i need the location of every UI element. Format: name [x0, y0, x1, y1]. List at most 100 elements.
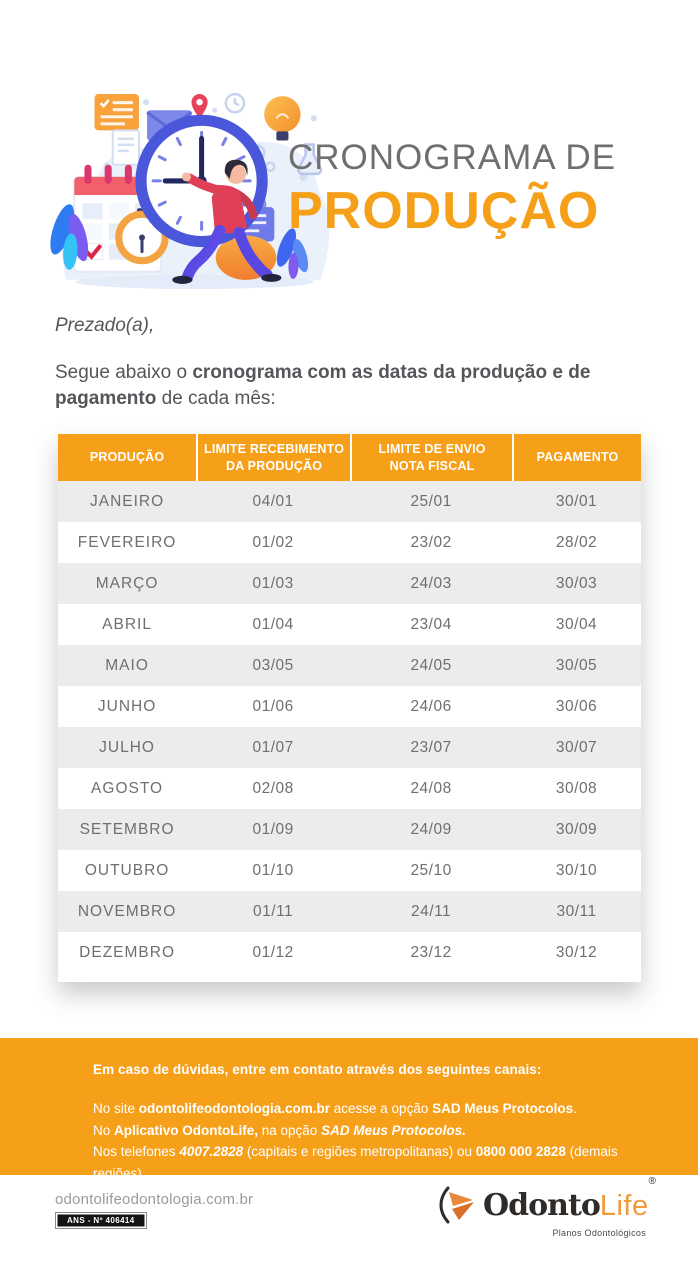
payment-cell: 30/09 — [555, 820, 598, 838]
text-segment: de cada mês: — [156, 387, 276, 409]
text-segment: (capitais e regiões metropolitanas) ou — [243, 1144, 476, 1159]
table-row: AGOSTO 02/08 24/08 30/08 — [58, 768, 641, 809]
receipt-cell: 01/10 — [252, 861, 294, 879]
header-cell: PAGAMENTO — [512, 434, 641, 481]
payment-cell: 30/12 — [555, 943, 598, 961]
logo-part-life: Life — [599, 1189, 649, 1222]
contact-line-site: No site odontolifeodontologia.com.br ace… — [93, 1098, 658, 1120]
document-icon — [111, 129, 140, 166]
receipt-cell: 01/12 — [252, 943, 294, 961]
schedule-table-body: JANEIRO 04/01 25/01 30/01 FEVEREIRO 01/02 23/0… — [58, 481, 641, 973]
payment-cell: 30/08 — [555, 779, 598, 797]
text-segment: 4007.2828 — [179, 1144, 244, 1159]
invoice-cell: 24/08 — [410, 779, 452, 797]
contact-line-phones: Nos telefones 4007.2828 (capitais e regi… — [93, 1141, 658, 1184]
invoice-cell: 24/11 — [411, 902, 452, 920]
receipt-cell: 01/02 — [252, 533, 294, 551]
schedule-table-header: PRODUÇÃO LIMITE RECEBIMENTO DA PRODUÇÃO LIM… — [58, 434, 641, 481]
text-segment: Segue abaixo o — [55, 362, 193, 383]
clock-calendar-person-illustration — [50, 92, 330, 289]
invoice-cell: 23/12 — [410, 943, 452, 961]
table-row: NOVEMBRO 01/11 24/11 30/11 — [58, 891, 641, 932]
registered-mark: ® — [648, 1175, 656, 1187]
payment-cell: 30/04 — [555, 615, 598, 633]
header-cell: LIMITE DE ENVIO NOTA FISCAL — [350, 434, 512, 481]
invoice-cell: 24/06 — [410, 697, 452, 715]
text-segment: (demais regiões). — [93, 1144, 618, 1181]
payment-cell: 28/02 — [555, 533, 598, 551]
table-row: JULHO 01/07 23/07 30/07 — [58, 727, 641, 768]
payment-cell: 30/01 — [555, 492, 598, 510]
month-cell: OUTUBRO — [84, 861, 170, 879]
table-row: JANEIRO 04/01 25/01 30/01 — [58, 481, 641, 522]
payment-cell: 30/03 — [555, 574, 598, 592]
text-segment: Aplicativo OdontoLife, — [114, 1122, 259, 1138]
receipt-cell: 02/08 — [252, 779, 294, 797]
payment-cell: 30/11 — [556, 902, 597, 920]
table-row: SETEMBRO 01/09 24/09 30/09 — [58, 809, 641, 850]
footer-website: odontolifeodontologia.com.br — [55, 1191, 254, 1208]
text-segment: SAD Meus Protocolos — [432, 1101, 574, 1116]
month-cell: AGOSTO — [91, 779, 164, 797]
table-row: MAIO 03/05 24/05 30/05 — [58, 645, 641, 686]
payment-cell: 30/10 — [555, 861, 598, 879]
table-row: ABRIL 01/04 23/04 30/04 — [58, 604, 641, 645]
pin-icon — [191, 94, 208, 119]
receipt-cell: 03/05 — [252, 656, 294, 674]
payment-cell: 30/05 — [555, 656, 598, 674]
logo-part-odonto: Odonto — [483, 1187, 601, 1223]
month-cell: NOVEMBRO — [77, 902, 177, 920]
receipt-cell: 04/01 — [252, 492, 294, 510]
lightbulb-icon — [264, 96, 301, 141]
payment-cell: 30/06 — [555, 697, 598, 715]
table-row: FEVEREIRO 01/02 23/02 28/02 — [58, 522, 641, 563]
contact-heading: Em caso de dúvidas, entre em contato atr… — [93, 1062, 542, 1077]
small-clock-icon — [224, 92, 246, 114]
month-cell: JULHO — [99, 738, 155, 756]
table-row: OUTUBRO 01/10 25/10 30/10 — [58, 850, 641, 891]
table-row: DEZEMBRO 01/12 23/12 30/12 — [58, 932, 641, 973]
invoice-cell: 23/04 — [410, 615, 452, 633]
receipt-cell: 01/03 — [252, 574, 294, 592]
odontolife-logo: OdontoLife ® Planos Odontológicos — [439, 1176, 656, 1238]
text-segment: odontolifeodontologia.com.br — [138, 1101, 331, 1116]
header-cell: PRODUÇÃO — [89, 450, 165, 465]
text-segment: 0800 000 2828 — [475, 1144, 566, 1159]
invoice-cell: 24/09 — [410, 820, 452, 838]
text-segment: SAD Meus Protocolos. — [321, 1122, 466, 1138]
text-segment: No — [93, 1122, 115, 1138]
month-cell: DEZEMBRO — [79, 943, 175, 961]
receipt-cell: 01/07 — [252, 738, 294, 756]
month-cell: JUNHO — [97, 697, 157, 715]
contact-line-app: No Aplicativo OdontoLife, na opção SAD M… — [93, 1120, 658, 1142]
text-segment: na opção — [258, 1122, 322, 1138]
note-icon — [94, 94, 139, 131]
receipt-cell: 01/06 — [252, 697, 294, 715]
contact-box: Em caso de dúvidas, entre em contato atr… — [0, 1038, 698, 1181]
title-line-1: CRONOGRAMA DE — [288, 138, 617, 177]
month-cell: MARÇO — [95, 574, 159, 592]
schedule-table: PRODUÇÃO LIMITE RECEBIMENTO DA PRODUÇÃO LIM… — [58, 434, 641, 982]
invoice-cell: 23/02 — [410, 533, 452, 551]
table-row: JUNHO 01/06 24/06 30/06 — [58, 686, 641, 727]
logo-wordmark: OdontoLife ® — [483, 1176, 656, 1223]
flask-icon — [297, 143, 323, 176]
person-figure — [172, 159, 282, 284]
payment-cell: 30/07 — [555, 738, 598, 756]
month-cell: MAIO — [105, 656, 149, 674]
receipt-cell: 01/04 — [252, 615, 294, 633]
intro-paragraph: Segue abaixo o cronograma com as datas d… — [55, 360, 655, 411]
month-cell: ABRIL — [102, 615, 152, 633]
header-cell: LIMITE RECEBIMENTO DA PRODUÇÃO — [196, 434, 350, 481]
ans-registration-badge: ANS - Nº 406414 — [55, 1212, 147, 1229]
invoice-cell: 23/07 — [410, 738, 452, 756]
receipt-cell: 01/09 — [252, 820, 294, 838]
text-segment: Nos telefones — [93, 1144, 180, 1159]
table-row: MARÇO 01/03 24/03 30/03 — [58, 563, 641, 604]
month-cell: JANEIRO — [89, 492, 165, 510]
receipt-cell: 01/11 — [253, 902, 294, 920]
month-cell: FEVEREIRO — [77, 533, 177, 551]
month-cell: SETEMBRO — [79, 820, 175, 838]
plant-left — [50, 204, 89, 270]
plant-right — [276, 228, 309, 279]
